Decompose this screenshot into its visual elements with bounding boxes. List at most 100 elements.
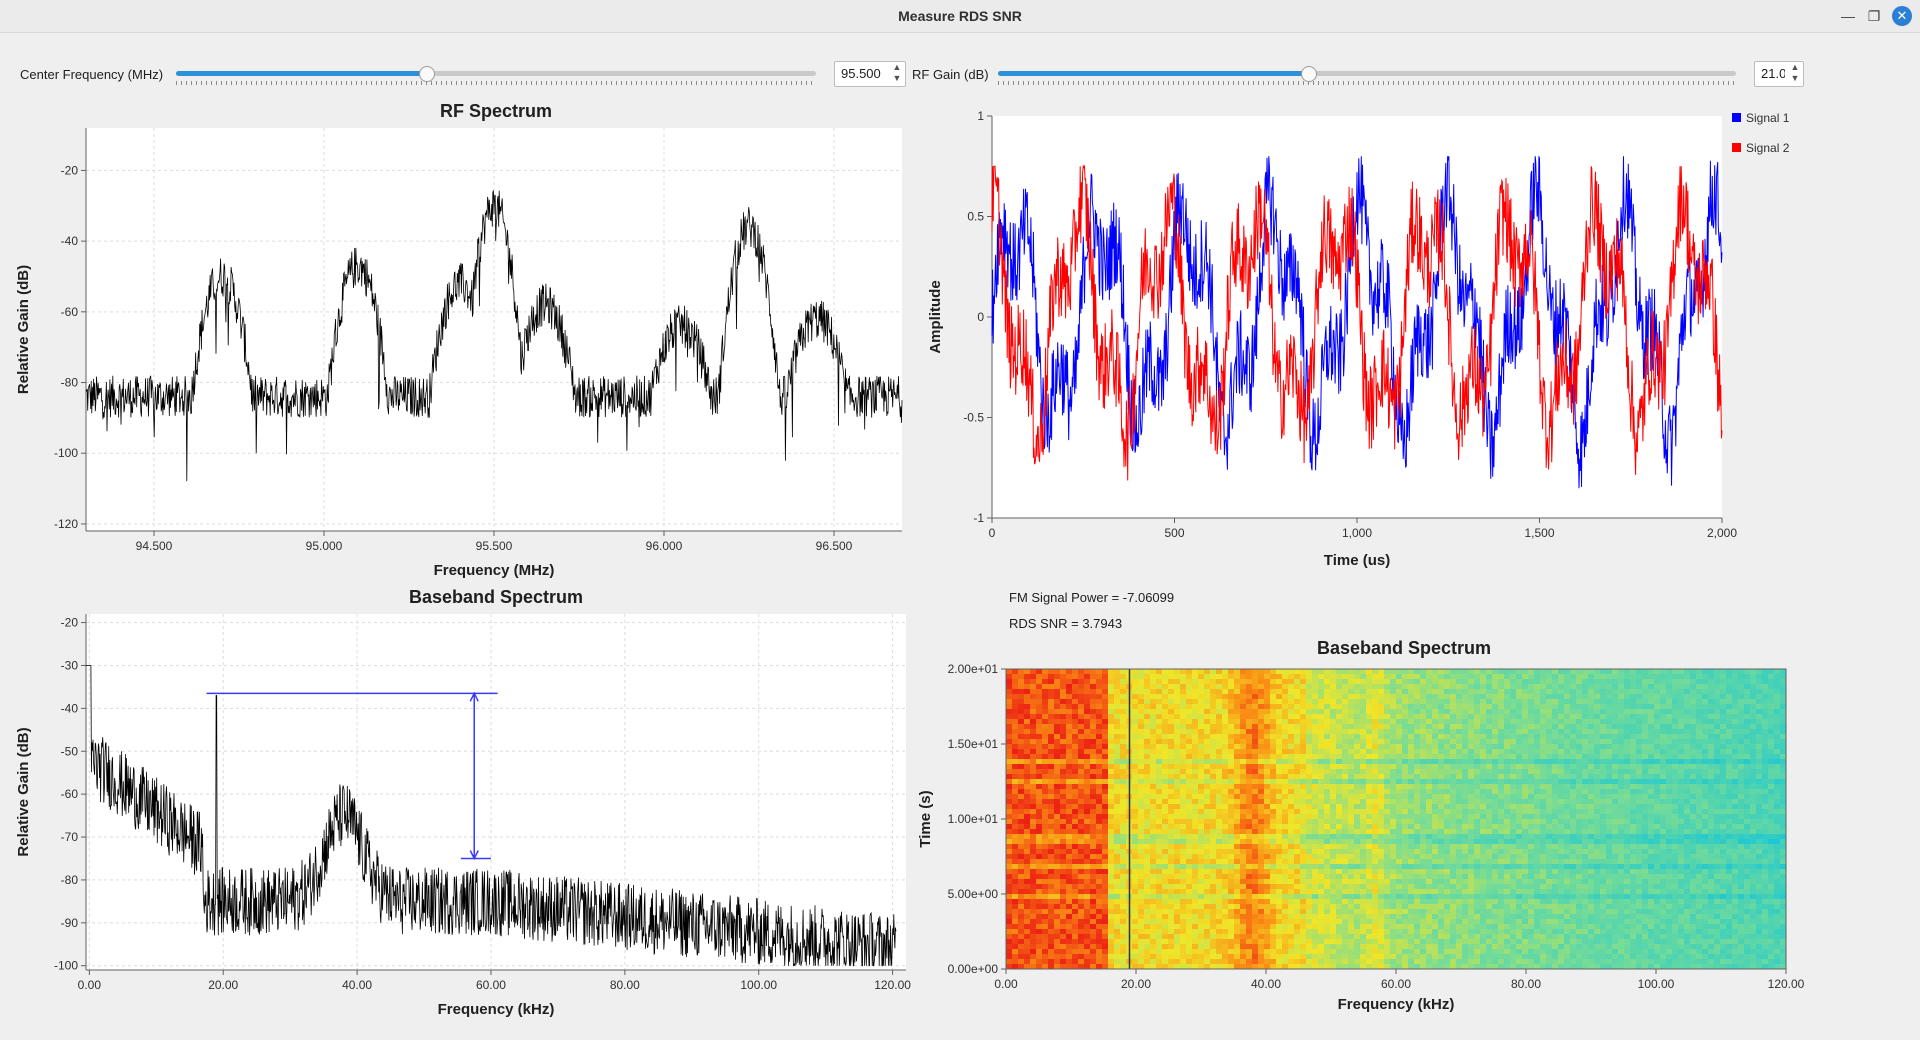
y-tick-label: -40 (61, 234, 79, 248)
y-tick-label: -60 (61, 787, 79, 801)
baseband-spectrum-title: Baseband Spectrum (408, 587, 584, 607)
legend-swatch-2 (1732, 143, 1741, 152)
x-tick-label: 0.00 (994, 977, 1018, 991)
x-tick-label: 1,500 (1524, 526, 1554, 540)
x-tick-label: 80.00 (610, 978, 640, 992)
y-tick-label: -0.5 (963, 411, 984, 425)
waterfall-title: Baseband Spectrum (1316, 638, 1492, 658)
slider-groove (176, 71, 816, 76)
y-axis-label: Relative Gain (dB) (15, 727, 32, 856)
y-tick-label: 0 (977, 310, 984, 324)
y-tick-label: -80 (61, 376, 79, 390)
spin-up-icon[interactable]: ▲ (892, 62, 902, 72)
legend-label-2: Signal 2 (1746, 141, 1790, 155)
rf-spectrum-title: RF Spectrum (439, 101, 553, 121)
y-tick-label: -120 (54, 517, 78, 531)
close-icon[interactable]: ✕ (1892, 6, 1912, 26)
y-tick-label: -70 (61, 830, 79, 844)
x-tick-label: 20.00 (1121, 977, 1151, 991)
x-axis-label: Frequency (MHz) (434, 562, 555, 579)
center-frequency-slider[interactable] (176, 64, 816, 86)
rf-gain-value[interactable]: 21.0 (1761, 66, 1785, 81)
maximize-icon[interactable]: ❐ (1867, 8, 1881, 24)
x-tick-label: 40.00 (1251, 977, 1281, 991)
x-tick-label: 500 (1164, 526, 1184, 540)
x-tick-label: 100.00 (1638, 977, 1675, 991)
center-frequency-value[interactable]: 95.500 (841, 66, 881, 81)
y-tick-label: -1 (973, 511, 984, 525)
x-tick-label: 100.00 (740, 978, 777, 992)
plot-background (86, 614, 906, 970)
y-tick-label: -50 (61, 744, 79, 758)
slider-handle[interactable] (1300, 66, 1317, 82)
y-tick-label: -100 (54, 446, 78, 460)
x-tick-label: 60.00 (1381, 977, 1411, 991)
y-axis-label: Time (s) (917, 790, 934, 847)
x-tick-label: 20.00 (208, 978, 238, 992)
slider-groove (998, 71, 1736, 76)
x-tick-label: 2,000 (1707, 526, 1737, 540)
y-tick-label: 1.00e+01 (948, 812, 999, 826)
baseband-spectrum-trace (86, 665, 897, 967)
y-tick-label: -20 (61, 163, 79, 177)
y-axis-label: Amplitude (927, 280, 944, 353)
x-tick-label: 40.00 (342, 978, 372, 992)
y-tick-label: -20 (61, 616, 79, 630)
fm-signal-power-readout: FM Signal Power = -7.06099 (1009, 590, 1175, 605)
time-series-2-trace (991, 164, 1723, 481)
rf-gain-spinbox[interactable]: 21.0 ▲ ▼ (1754, 61, 1804, 87)
x-tick-label: 120.00 (874, 978, 911, 992)
x-tick-label: 96.500 (816, 539, 853, 553)
y-tick-label: -100 (54, 959, 78, 973)
slider-fill (176, 71, 426, 76)
slider-ticks (998, 81, 1736, 85)
y-tick-label: -90 (61, 916, 79, 930)
x-axis-label: Frequency (kHz) (1338, 996, 1455, 1013)
y-tick-label: 5.00e+00 (948, 887, 999, 901)
y-tick-label: -40 (61, 701, 79, 715)
x-tick-label: 0 (989, 526, 996, 540)
y-tick-label: 0.5 (967, 210, 984, 224)
x-tick-label: 80.00 (1511, 977, 1541, 991)
slider-fill (998, 71, 1308, 76)
center-frequency-label: Center Frequency (MHz) (20, 67, 164, 82)
y-tick-label: 1.50e+01 (948, 737, 999, 751)
legend-swatch-1 (1732, 113, 1741, 122)
y-tick-label: 1 (977, 109, 984, 123)
x-tick-label: 60.00 (476, 978, 506, 992)
minimize-icon[interactable]: — (1841, 8, 1855, 24)
x-tick-label: 95.500 (476, 539, 513, 553)
spin-down-icon[interactable]: ▼ (1790, 73, 1800, 83)
waterfall-cells (1006, 669, 1787, 970)
legend-label-1: Signal 1 (1746, 111, 1790, 125)
arrow-up-icon (469, 691, 479, 702)
rf-gain-label: RF Gain (dB) (912, 67, 989, 82)
x-tick-label: 0.00 (78, 978, 102, 992)
rf-spectrum-trace (85, 190, 903, 482)
rf-gain-slider[interactable] (998, 64, 1736, 86)
y-tick-label: -80 (61, 873, 79, 887)
y-tick-label: -30 (61, 658, 79, 672)
y-tick-label: 2.00e+01 (948, 662, 999, 676)
y-axis-label: Relative Gain (dB) (15, 265, 32, 394)
x-axis-label: Time (us) (1324, 552, 1390, 569)
arrow-down-icon (469, 850, 479, 861)
spin-down-icon[interactable]: ▼ (892, 73, 902, 83)
window-title: Measure RDS SNR (898, 8, 1022, 24)
title-bar: Measure RDS SNR — ❐ ✕ (0, 0, 1920, 33)
time-series-1-trace (991, 156, 1723, 489)
spin-up-icon[interactable]: ▲ (1790, 62, 1800, 72)
x-tick-label: 120.00 (1768, 977, 1805, 991)
x-axis-label: Frequency (kHz) (438, 1001, 555, 1018)
y-tick-label: -60 (61, 305, 79, 319)
y-tick-label: 0.00e+00 (948, 962, 999, 976)
x-tick-label: 94.500 (136, 539, 173, 553)
x-tick-label: 96.000 (646, 539, 683, 553)
x-tick-label: 1,000 (1342, 526, 1372, 540)
rds-snr-readout: RDS SNR = 3.7943 (1009, 616, 1123, 631)
slider-ticks (176, 81, 816, 85)
center-frequency-spinbox[interactable]: 95.500 ▲ ▼ (834, 61, 906, 87)
x-tick-label: 95.000 (306, 539, 343, 553)
slider-handle[interactable] (418, 66, 435, 82)
